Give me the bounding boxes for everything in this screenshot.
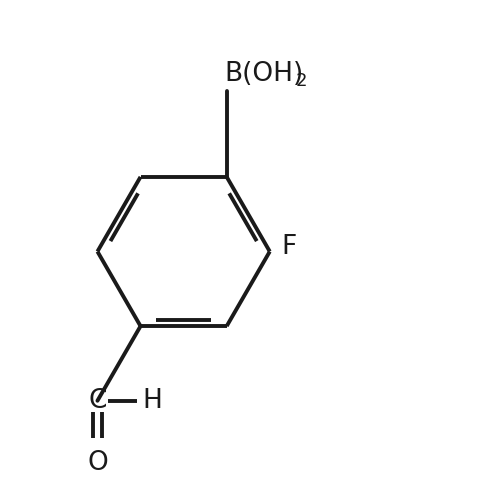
Text: F: F [282,234,297,260]
Text: O: O [87,450,108,476]
Text: B(OH): B(OH) [224,61,304,87]
Text: 2: 2 [296,72,307,90]
Text: C: C [88,388,107,414]
Text: H: H [143,388,162,414]
